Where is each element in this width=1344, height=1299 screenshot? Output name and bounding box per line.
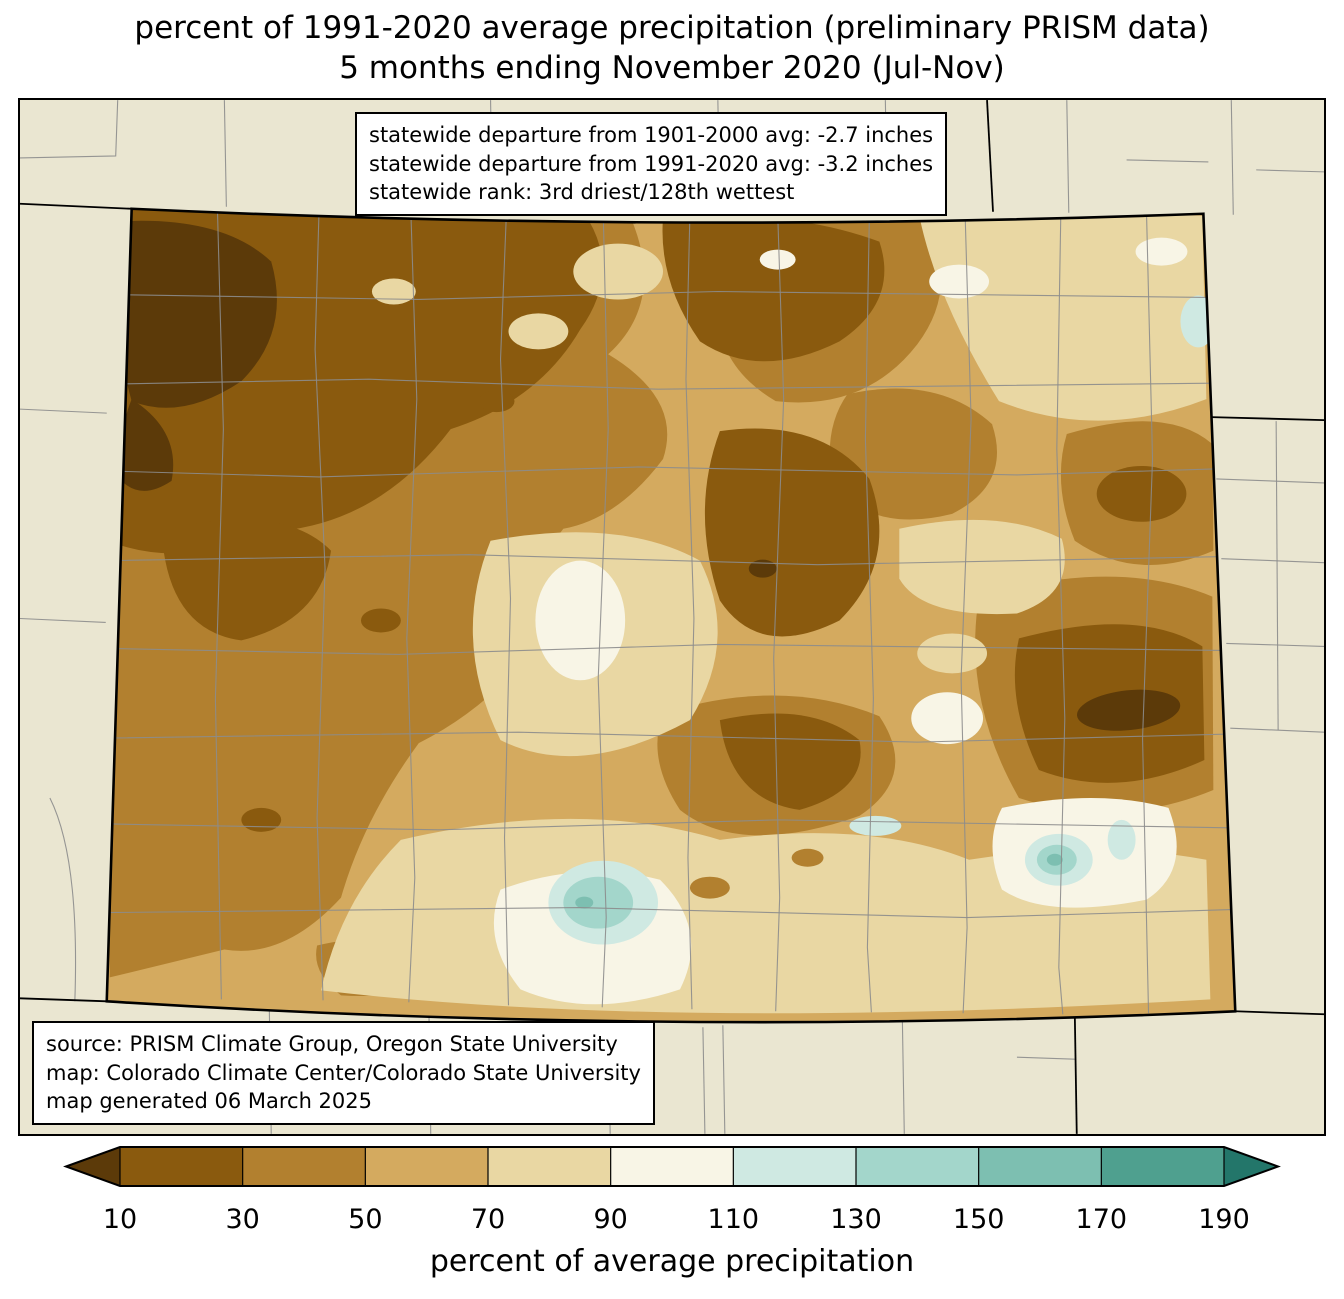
colorbar-tick-label: 170 [1076, 1204, 1128, 1235]
colorbar-tick-label: 70 [471, 1204, 505, 1235]
colorbar-segment [120, 1147, 243, 1186]
neighbor-state-borders [20, 100, 1324, 1134]
colorado-state-border [105, 207, 1237, 1024]
colorbar-tick-label: 50 [348, 1204, 382, 1235]
colorbar-arrow-low [66, 1147, 120, 1186]
stats-line-2: statewide departure from 1991-2020 avg: … [369, 151, 934, 176]
colorbar-tick-label: 30 [225, 1204, 259, 1235]
source-line-1: source: PRISM Climate Group, Oregon Stat… [46, 1032, 618, 1057]
colorbar-segment [242, 1147, 366, 1186]
colorbar-segment [978, 1147, 1102, 1186]
stats-line-1: statewide departure from 1901-2000 avg: … [369, 123, 934, 147]
title-line-2: 5 months ending November 2020 (Jul-Nov) [339, 50, 1005, 87]
statewide-stats-box: statewide departure from 1901-2000 avg: … [355, 112, 948, 216]
colorbar-segment [610, 1147, 734, 1186]
precipitation-fill-layer [106, 208, 1236, 1023]
colorbar-tick-label: 130 [830, 1204, 882, 1235]
colorbar-block: 10 30 50 70 90 110 130 150 170 190 percent of ave… [0, 1140, 1344, 1299]
colorbar-segment [1101, 1147, 1224, 1186]
colorbar-axis-label: percent of average precipitation [429, 1244, 915, 1279]
colorbar-tick-label: 10 [103, 1204, 137, 1235]
colorbar-tick-label: 90 [593, 1204, 627, 1235]
colorbar-tick-label: 190 [1198, 1204, 1250, 1235]
map-frame: statewide departure from 1901-2000 avg: … [18, 98, 1326, 1136]
colorbar-segment [365, 1147, 488, 1186]
colorado-precipitation-map [20, 100, 1324, 1134]
title-line-1: percent of 1991-2020 average precipitati… [134, 10, 1210, 46]
colorbar-segment [856, 1147, 979, 1186]
colorado-county-lines [106, 208, 1232, 1015]
colorbar-outline [63, 1146, 1281, 1187]
colorbar-tick-label: 150 [953, 1204, 1005, 1235]
source-attribution-box: source: PRISM Climate Group, Oregon Stat… [32, 1021, 655, 1125]
colorbar-arrow-high [1224, 1147, 1278, 1186]
page-title: percent of 1991-2020 average precipitati… [0, 8, 1344, 89]
source-line-2: map: Colorado Climate Center/Colorado St… [46, 1060, 641, 1085]
colorbar: 10 30 50 70 90 110 130 150 170 190 [63, 1146, 1281, 1235]
stats-line-3: statewide rank: 3rd driest/128th wettest [369, 180, 795, 205]
colorbar-segment [733, 1147, 856, 1186]
source-line-3: map generated 06 March 2025 [46, 1089, 373, 1114]
colorbar-tick-label: 110 [708, 1204, 760, 1235]
colorbar-segment [488, 1147, 611, 1186]
